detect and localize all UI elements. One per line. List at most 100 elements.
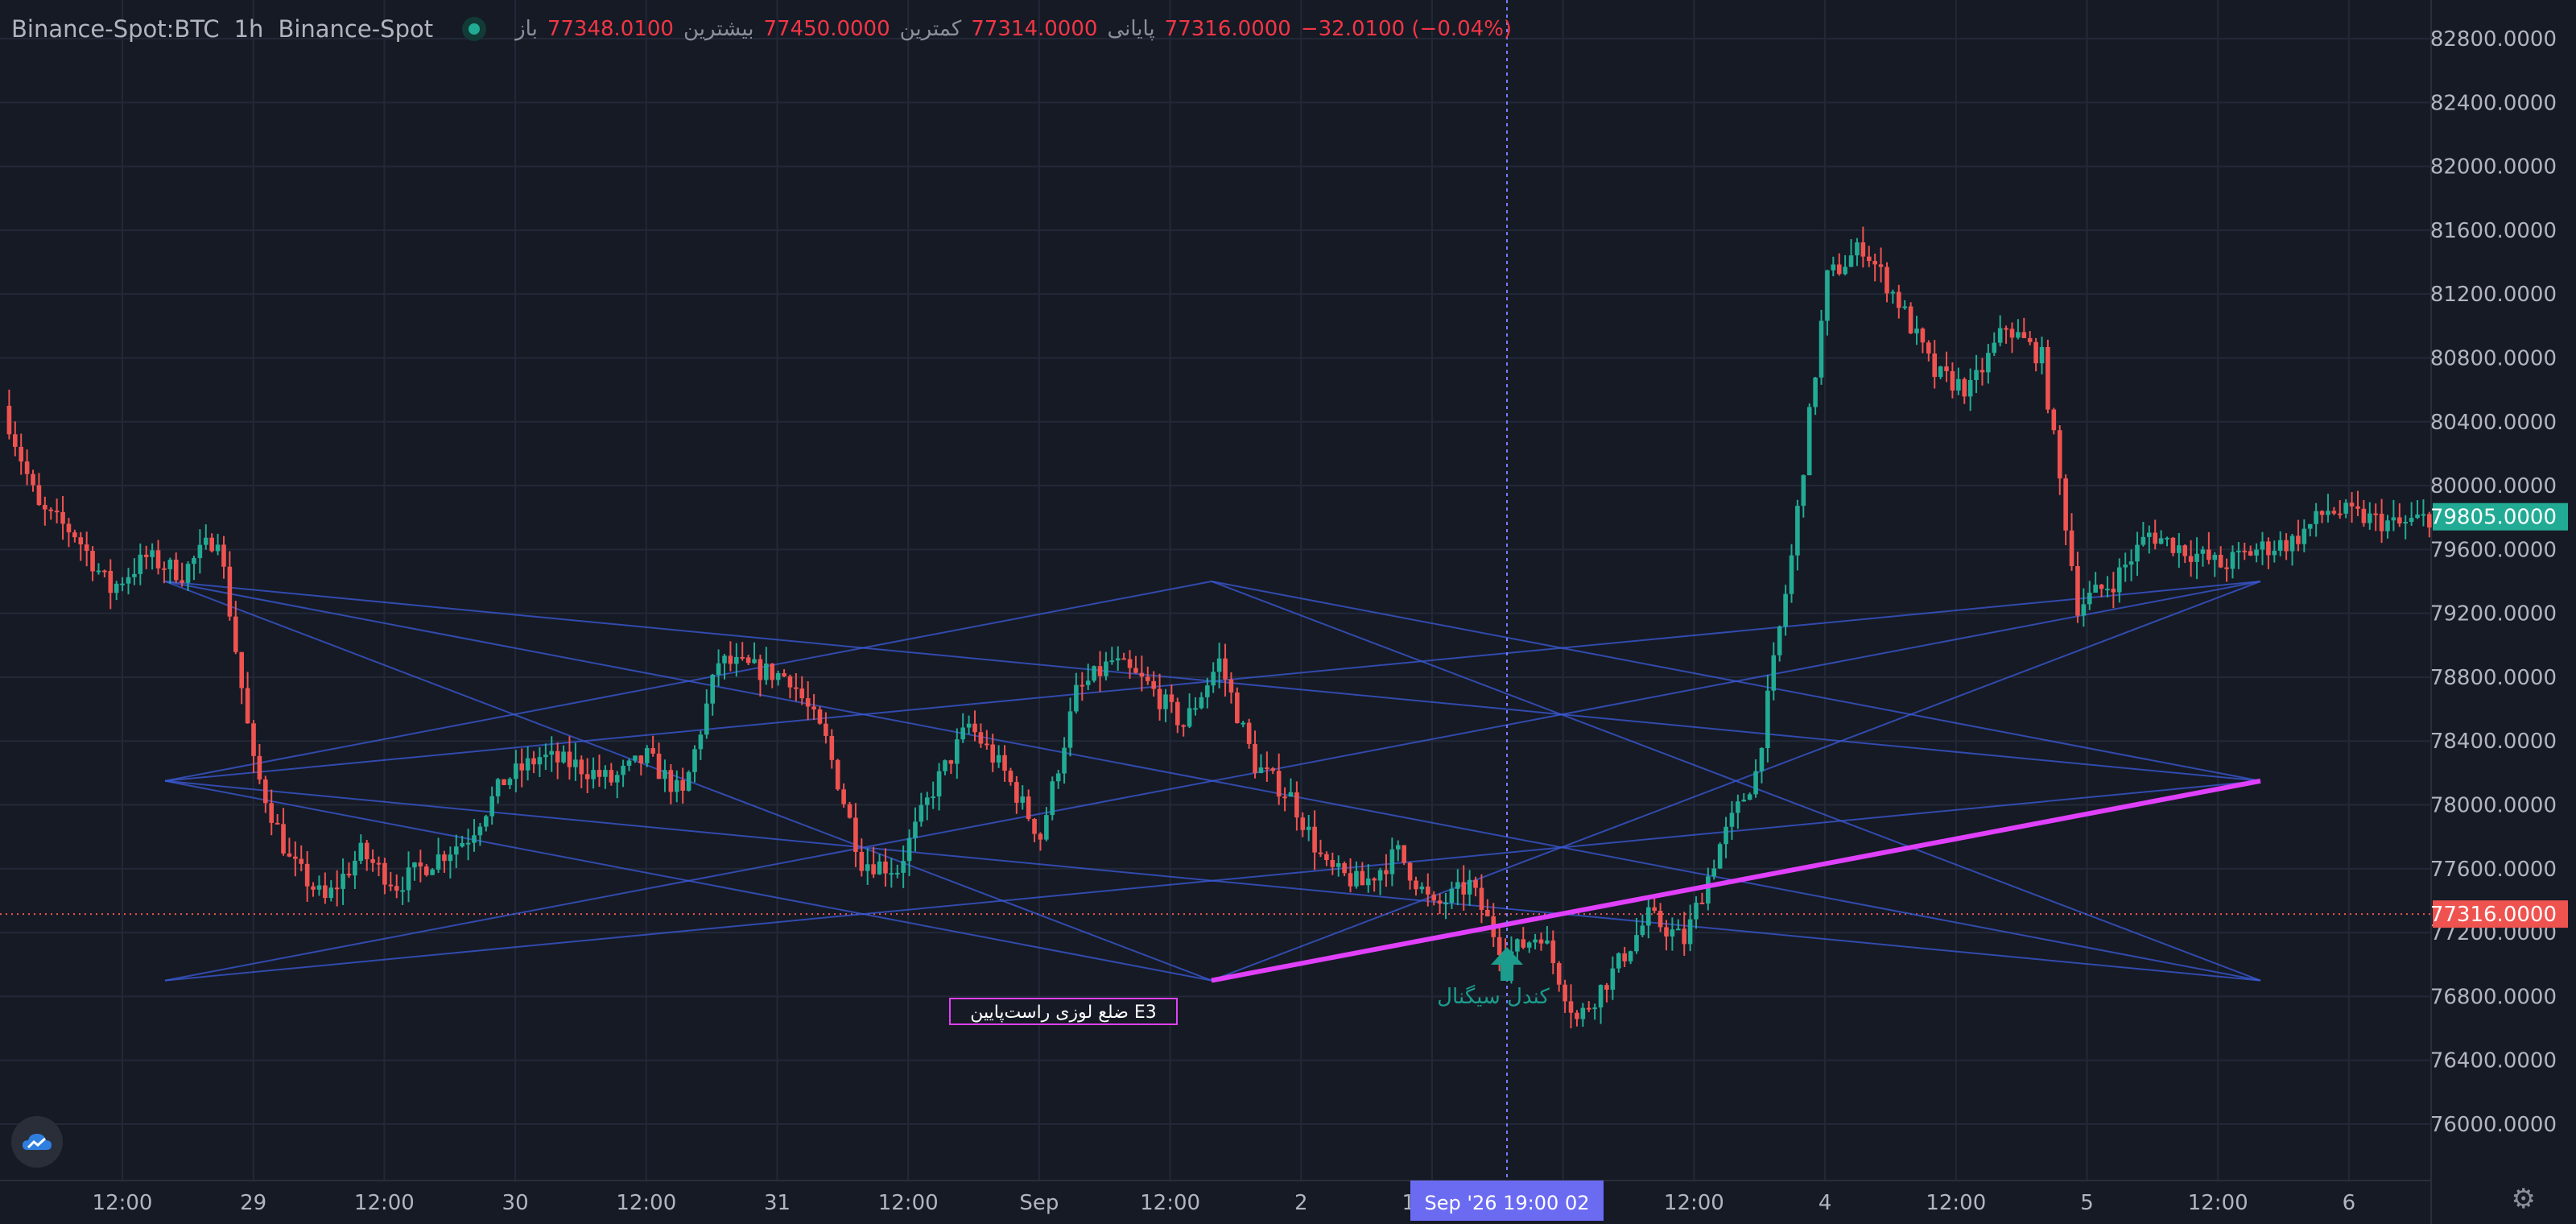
cloud-icon [23,1134,52,1150]
candle-body [257,755,262,779]
candle-body [1282,796,1287,799]
candle-body [1306,826,1311,830]
candle-body [996,755,1001,763]
time-tick-label: 12:00 [1926,1191,1986,1215]
candle-body [251,723,256,756]
crosshair-time-tag [1410,1181,1604,1221]
grid-lines [0,0,2432,1224]
time-tick-label: Sep [1019,1191,1059,1215]
high-label: بیشترین [683,17,754,41]
candle-body [1205,685,1210,697]
candle-body [519,763,525,771]
candle-body [442,854,447,862]
candle-body [31,473,35,486]
candle-body [299,858,304,864]
candle-body [1860,242,1866,257]
candle-body [692,749,697,772]
candle-body [1932,354,1938,378]
candle-body [507,779,513,785]
candle-body [2140,536,2146,545]
price-axis[interactable]: 82800.0000 82400.0000 82000.0000 81600.0000… [2430,27,2557,1137]
price-tick-label: 81200.0000 [2430,283,2557,307]
candle-body [805,698,811,707]
candle-body [1181,725,1186,727]
candle-body [770,664,775,680]
candle-body [316,885,322,890]
rhombus-edge-trendline[interactable] [1211,778,2261,983]
candle-body [579,759,584,775]
candle-body [2397,517,2402,524]
candle-body [430,869,435,875]
candle-body [1526,942,1532,948]
candle-body [1288,792,1294,797]
price-tick-label: 82000.0000 [2430,155,2557,180]
candle-body [1997,328,2003,343]
symbol-legend: Binance-Spot:BTC 1h Binance-Spot باز 773… [11,11,1512,47]
candle-body [674,779,679,792]
candle-body [1419,886,1425,890]
price-tick-label: 76400.0000 [2430,1049,2557,1073]
candle-body [2046,346,2050,410]
candle-body [1342,862,1347,874]
candle-body [1604,985,1609,990]
candle-body [1467,879,1472,895]
candle-body [1199,697,1204,709]
candle-body [1825,270,1830,321]
candle-body [203,537,208,545]
close-label: پایانی [1107,17,1155,41]
candle-body [1598,985,1604,1008]
price-tick-label: 79200.0000 [2430,602,2557,626]
price-tick-label: 82800.0000 [2430,27,2557,52]
candle-body [2260,541,2265,550]
candle-body [573,759,578,767]
candle-body [269,803,275,823]
candle-body [1801,475,1806,507]
candle-body [1657,911,1663,928]
candle-body [2016,332,2021,338]
pattern-edge-label[interactable]: ضلع لوزی راست‌پایین E3 [949,998,1178,1025]
candle-body [1008,771,1013,783]
market-status-icon[interactable] [462,17,487,41]
candle-body [1169,694,1174,702]
candle-body [2099,585,2104,589]
candle-body [1270,768,1276,771]
candle-body [1580,1007,1586,1019]
candle-body [1741,800,1747,802]
candle-body [2331,511,2337,514]
candle-body [143,554,149,557]
symbol-name[interactable]: Binance-Spot:BTC [11,15,220,43]
candle-body [555,751,560,763]
time-axis[interactable]: 12:00 29 12:00 30 12:00 31 12:00 Sep 12:00 2 12:00… [93,1191,2356,1215]
time-tick-label: 30 [502,1191,529,1215]
time-tick-label: 6 [2343,1191,2356,1215]
interval-label[interactable]: 1h [233,15,264,43]
candle-body [1717,844,1723,869]
candle-body [1109,660,1115,663]
candle-body [2177,545,2182,553]
candle-body [1437,900,1443,904]
candle-body [1014,782,1019,803]
candle-body [2200,549,2206,554]
logo-cloud-icon[interactable] [11,1116,63,1168]
settings-gear-icon[interactable]: ⚙ [2511,1183,2536,1215]
candle-body [1044,815,1049,840]
candle-body [1032,818,1037,834]
candle-body [108,570,114,593]
candle-body [227,566,233,617]
candle-body [54,511,60,513]
candle-body [1265,767,1269,770]
exchange-label[interactable]: Binance-Spot [278,15,434,43]
candle-body [537,757,543,765]
candle-body [1228,679,1234,693]
candle-body [1067,711,1073,748]
candle-body [525,758,530,771]
candle-body [2081,604,2087,616]
candle-body [2373,513,2378,515]
candle-body [221,544,226,567]
candle-body [1950,370,1955,391]
candle-body [2027,337,2033,342]
candle-body [1216,658,1222,672]
candle-body [36,485,42,506]
time-tick-label: 12:00 [616,1191,676,1215]
